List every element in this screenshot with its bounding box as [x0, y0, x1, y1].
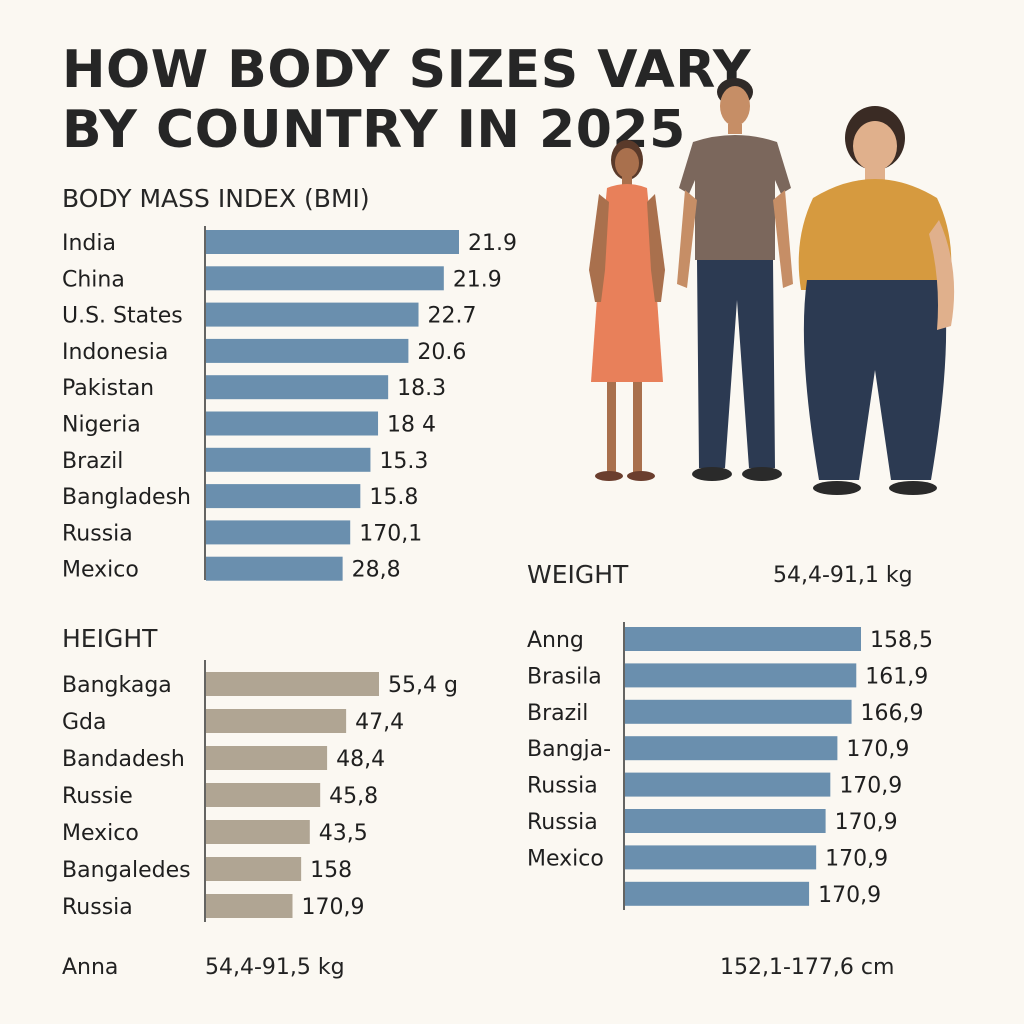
bmi-category-label: India	[62, 231, 116, 256]
bmi-category-label: Nigeria	[62, 413, 141, 438]
bmi-value-label: 22.7	[428, 304, 477, 329]
weight-bar	[625, 699, 852, 724]
bmi-series: India 21.9 China 21.9 U.S. States 22.7 Indones…	[62, 226, 517, 583]
height-value-label: 170,9	[302, 895, 365, 920]
bmi-category-label: China	[62, 267, 125, 292]
weight-category-label: Bangja-	[527, 737, 611, 762]
bmi-category-label: Pakistan	[62, 376, 154, 401]
weight-category-label: Brazil	[527, 701, 588, 726]
bmi-bar	[206, 520, 351, 545]
weight-bar	[625, 627, 861, 651]
weight-range-note: 54,4-91,1 kg	[773, 563, 913, 588]
height-bar	[206, 857, 302, 881]
height-bar	[206, 746, 328, 770]
height-category-label: Bangaledes	[62, 858, 191, 883]
height-category-label: Bandadesh	[62, 747, 185, 772]
bmi-bar	[206, 230, 459, 254]
title-line-1: HOW BODY SIZES VARY	[62, 40, 752, 100]
height-value-label: 47,4	[355, 710, 404, 735]
height-value-label: 43,5	[319, 821, 368, 846]
bmi-value-label: 20.6	[417, 340, 466, 365]
bmi-value-label: 18 4	[387, 413, 436, 438]
woman-orange-dress-figure	[589, 140, 665, 481]
height-bar	[206, 783, 321, 807]
footer-right-range: 152,1-177,6 cm	[720, 955, 895, 980]
weight-value-label: 166,9	[861, 701, 924, 726]
height-category-label: Russia	[62, 895, 133, 920]
bmi-bar	[206, 266, 444, 291]
people-illustration	[589, 78, 955, 495]
weight-value-label: 170,9	[835, 810, 898, 835]
weight-category-label: Russia	[527, 810, 598, 835]
bmi-section-label: BODY MASS INDEX (BMI)	[62, 184, 370, 213]
bmi-bar	[206, 302, 419, 327]
title-line-2: BY COUNTRY IN 2025	[62, 100, 686, 160]
height-value-label: 55,4 g	[388, 673, 458, 698]
footer-left-range: 54,4-91,5 kg	[205, 955, 345, 980]
weight-value-label: 161,9	[865, 664, 928, 689]
bmi-value-label: 28,8	[352, 558, 401, 583]
height-category-label: Gda	[62, 710, 107, 735]
height-category-label: Bangkaga	[62, 673, 172, 698]
bmi-value-label: 15.8	[369, 485, 418, 510]
bmi-value-label: 21.9	[468, 231, 517, 256]
height-bar	[206, 820, 310, 844]
weight-bar	[625, 845, 817, 870]
weight-bar	[625, 772, 831, 797]
bmi-bar	[206, 484, 361, 509]
height-value-label: 48,4	[336, 747, 385, 772]
bmi-value-label: 15.3	[379, 449, 428, 474]
bmi-bar	[206, 375, 389, 400]
bmi-category-label: Brazil	[62, 449, 123, 474]
height-category-label: Mexico	[62, 821, 139, 846]
height-bar	[206, 672, 379, 696]
weight-value-label: 170,9	[846, 737, 909, 762]
weight-category-label: Mexico	[527, 846, 604, 871]
weight-value-label: 170,9	[825, 846, 888, 871]
weight-series: Anng 158,5 Brasila 161,9 Brazil 166,9 Bangja- 1…	[527, 622, 933, 910]
weight-bar	[625, 736, 838, 761]
weight-value-label: 170,9	[839, 774, 902, 799]
height-category-label: Russie	[62, 784, 133, 809]
weight-bar	[625, 663, 857, 688]
height-bar	[206, 894, 293, 918]
height-value-label: 158	[310, 858, 352, 883]
weight-category-label: Brasila	[527, 664, 602, 689]
weight-value-label: 170,9	[818, 883, 881, 908]
man-brown-shirt-figure	[677, 78, 793, 481]
weight-value-label: 158,5	[870, 628, 933, 653]
height-bar	[206, 709, 347, 733]
bmi-category-label: Indonesia	[62, 340, 168, 365]
bmi-value-label: 21.9	[453, 267, 502, 292]
weight-section-label: WEIGHT	[527, 560, 629, 589]
height-series: Bangkaga 55,4 g Gda 47,4 Bandadesh 48,4 Russie…	[62, 660, 458, 922]
woman-mustard-shirt-figure	[798, 106, 955, 495]
bmi-category-label: Bangladesh	[62, 485, 191, 510]
height-section-label: HEIGHT	[62, 624, 158, 653]
bmi-category-label: U.S. States	[62, 304, 183, 329]
weight-bar	[625, 881, 810, 906]
bmi-bar	[206, 411, 379, 436]
bmi-value-label: 170,1	[359, 521, 422, 546]
weight-bar	[625, 809, 826, 833]
bmi-bar	[206, 556, 343, 581]
weight-category-label: Anng	[527, 628, 584, 653]
bmi-bar	[206, 338, 409, 363]
page-title: HOW BODY SIZES VARY BY COUNTRY IN 2025	[62, 40, 751, 160]
footer-left-name: Anna	[62, 955, 119, 980]
bmi-value-label: 18.3	[397, 376, 446, 401]
height-value-label: 45,8	[329, 784, 378, 809]
bmi-bar	[206, 447, 371, 472]
bmi-category-label: Russia	[62, 521, 133, 546]
weight-category-label: Russia	[527, 774, 598, 799]
bmi-category-label: Mexico	[62, 558, 139, 583]
